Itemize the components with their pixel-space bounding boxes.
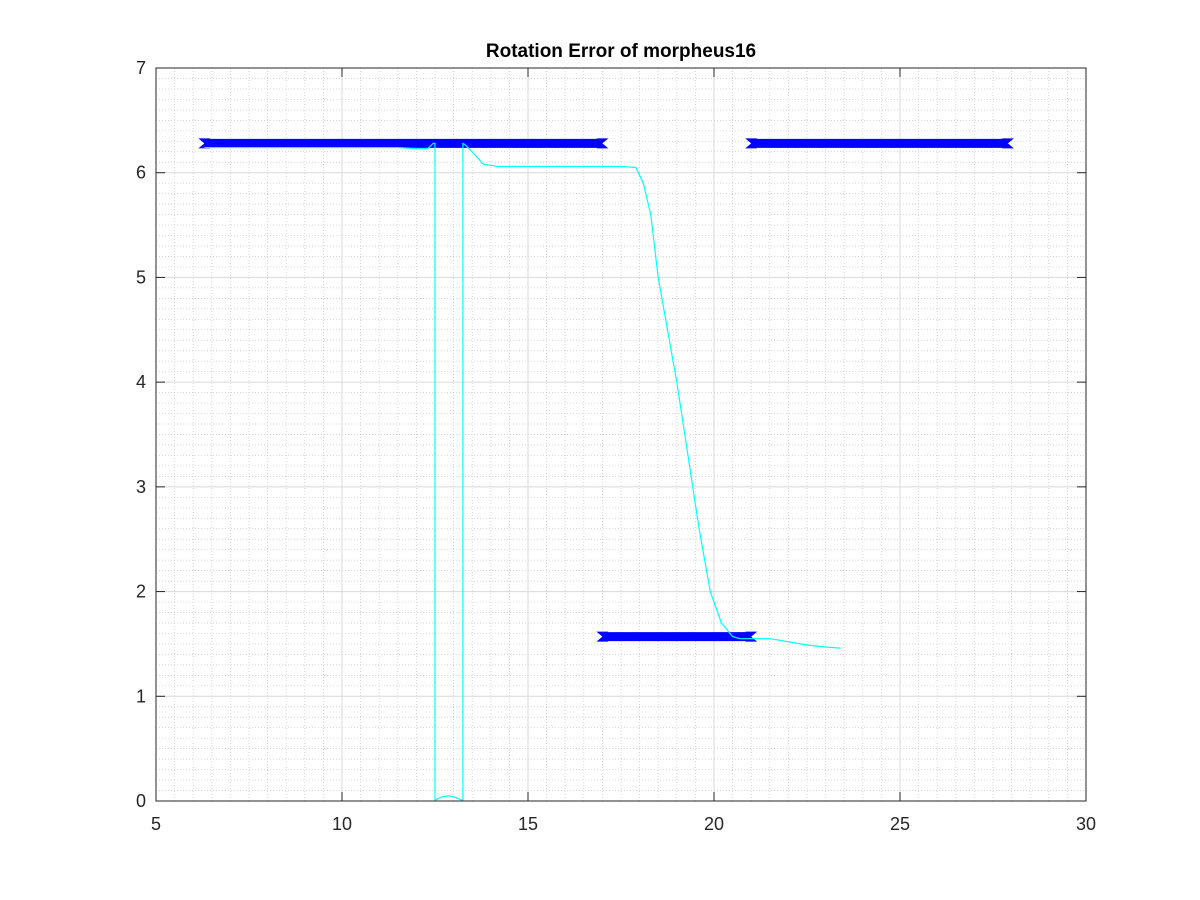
thick-series-marker [745, 631, 758, 637]
thick-series-marker [596, 636, 609, 642]
axes-frame [155, 67, 1087, 802]
y-tick-label: 0 [136, 791, 146, 811]
x-tick-label: 30 [1076, 814, 1096, 834]
y-tick-label: 3 [136, 477, 146, 497]
major-grid [156, 68, 1086, 801]
y-tick-label: 4 [136, 372, 146, 392]
y-tick-label: 1 [136, 686, 146, 706]
thick-series-marker [1001, 143, 1014, 149]
axes-box [155, 67, 1087, 802]
x-tick-label: 20 [704, 814, 724, 834]
series-layer [198, 138, 1014, 802]
thick-series-marker [596, 143, 609, 149]
thick-series-marker [596, 138, 609, 144]
thick-series-marker [198, 138, 211, 144]
minor-grid [156, 68, 1086, 801]
thick-series-marker [745, 138, 758, 144]
thick-series-segment [198, 138, 609, 149]
thick-series-marker [745, 143, 758, 149]
thick-series-marker [596, 631, 609, 637]
x-tick-label: 15 [518, 814, 538, 834]
x-tick-label: 5 [151, 814, 161, 834]
tick-labels: 5 10 15 20 25 30 0 1 2 3 4 5 6 7 [136, 58, 1096, 834]
x-tick-label: 10 [332, 814, 352, 834]
x-tick-label: 25 [890, 814, 910, 834]
y-tick-label: 7 [136, 58, 146, 78]
y-tick-label: 5 [136, 267, 146, 287]
thick-series-segment [745, 138, 1014, 149]
y-tick-label: 6 [136, 163, 146, 183]
y-tick-label: 2 [136, 582, 146, 602]
thick-series-marker [1001, 138, 1014, 144]
chart-title: Rotation Error of morpheus16 [486, 41, 756, 62]
thick-series-segment [596, 631, 758, 642]
thin-series-line [204, 142, 841, 802]
